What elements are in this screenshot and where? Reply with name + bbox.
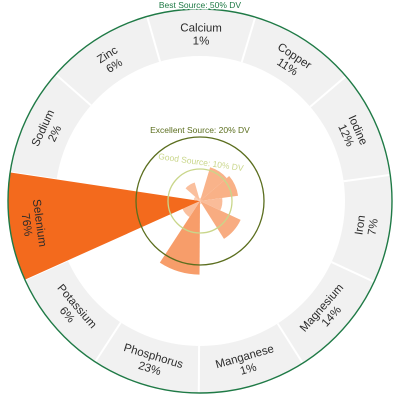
bar-phosphorus xyxy=(159,201,200,275)
bar-calcium xyxy=(199,197,201,201)
bar-iodine xyxy=(200,176,239,201)
bar-iron xyxy=(200,197,223,211)
category-value: 1% xyxy=(239,362,258,378)
ring-divider xyxy=(309,75,347,108)
category-value: 1% xyxy=(193,35,210,47)
ring-divider xyxy=(55,73,92,107)
best-source-label: Best Source: 50% DV xyxy=(159,0,242,10)
ring-divider xyxy=(94,321,122,363)
ring-divider xyxy=(276,322,304,364)
excellent-source-label: Excellent Source: 20% DV xyxy=(150,125,250,135)
ring-divider xyxy=(240,16,257,63)
category-value: 7% xyxy=(366,218,380,236)
category-name: Calcium xyxy=(180,22,222,34)
ring-divider xyxy=(331,261,375,283)
category-name: Iron xyxy=(353,214,368,235)
category-value: 76% xyxy=(19,213,34,237)
bar-manganese xyxy=(199,201,202,205)
bar-potassium xyxy=(182,201,200,218)
ring-divider xyxy=(146,16,161,62)
good-source-ring xyxy=(167,168,233,234)
ring-divider xyxy=(343,173,391,183)
bar-zinc xyxy=(185,182,200,201)
bar-sodium xyxy=(193,196,200,201)
bar-magnesium xyxy=(200,201,241,239)
best-source-ring xyxy=(7,8,393,394)
excellent-source-ring xyxy=(135,136,265,266)
